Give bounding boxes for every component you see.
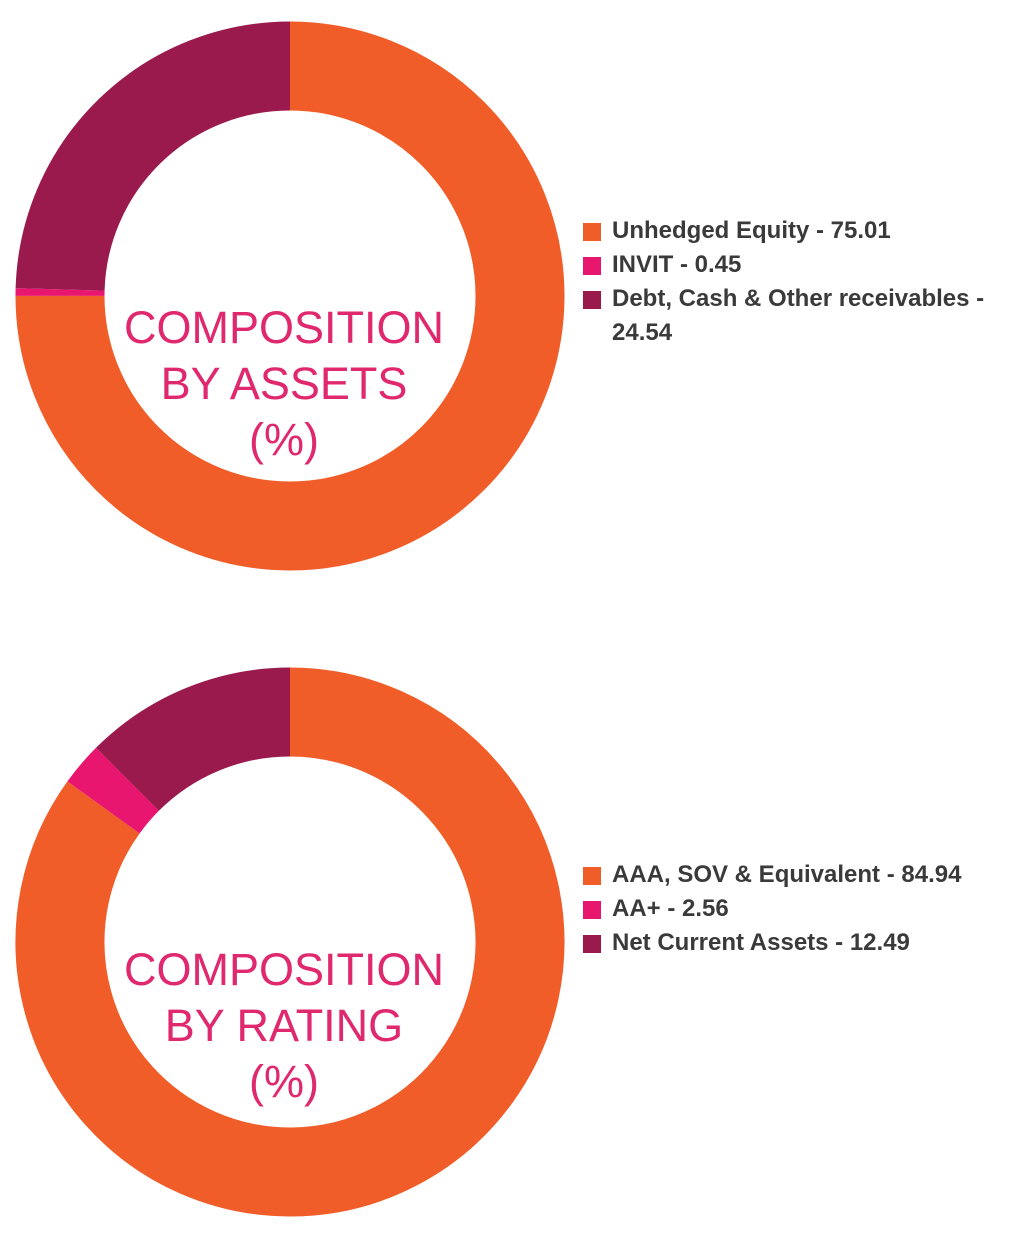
rating-legend: AAA, SOV & Equivalent - 84.94 AA+ - 2.56… — [583, 858, 1023, 960]
legend-swatch-aa-plus — [583, 901, 601, 919]
rating-title-line-2: BY RATING — [164, 1000, 404, 1051]
assets-center-title: COMPOSITION BY ASSETS (%) — [94, 300, 474, 468]
composition-by-assets-chart: COMPOSITION BY ASSETS (%) Unhedged Equit… — [0, 0, 1029, 620]
legend-label-invit: INVIT - 0.45 — [612, 251, 742, 278]
rating-title-line-3: (%) — [249, 1056, 319, 1107]
legend-item-invit: INVIT - 0.45 — [583, 248, 1023, 282]
assets-title-line-2: BY ASSETS — [160, 358, 408, 409]
legend-item-aaa-sov: AAA, SOV & Equivalent - 84.94 — [583, 858, 1023, 892]
legend-swatch-aaa-sov — [583, 867, 601, 885]
legend-swatch-unhedged-equity — [583, 223, 601, 241]
donut-slice-debt-cash — [15, 21, 291, 292]
donut-slice-unhedged-equity — [15, 21, 565, 571]
donut-slice-aaa-sov — [15, 667, 565, 1217]
legend-item-net-current-assets: Net Current Assets - 12.49 — [583, 926, 1023, 960]
assets-title-line-3: (%) — [249, 414, 319, 465]
donut-slice-net-current-assets — [96, 667, 292, 812]
assets-donut — [15, 21, 565, 571]
legend-label-unhedged-equity: Unhedged Equity - 75.01 — [612, 217, 891, 244]
assets-legend: Unhedged Equity - 75.01 INVIT - 0.45 Deb… — [583, 214, 1023, 350]
rating-donut — [15, 667, 565, 1217]
donut-slice-aa-plus — [67, 747, 160, 835]
legend-label-aa-plus: AA+ - 2.56 — [612, 895, 729, 922]
legend-item-debt-cash: Debt, Cash & Other receivables - 24.54 — [583, 282, 1023, 350]
rating-title-line-1: COMPOSITION — [123, 944, 444, 995]
assets-title-line-1: COMPOSITION — [123, 302, 444, 353]
legend-swatch-invit — [583, 257, 601, 275]
legend-item-aa-plus: AA+ - 2.56 — [583, 892, 1023, 926]
composition-by-rating-chart: COMPOSITION BY RATING (%) AAA, SOV & Equ… — [0, 620, 1029, 1251]
legend-swatch-net-current-assets — [583, 935, 601, 953]
legend-label-aaa-sov: AAA, SOV & Equivalent - 84.94 — [612, 861, 962, 888]
legend-label-net-current-assets: Net Current Assets - 12.49 — [612, 929, 910, 956]
rating-center-title: COMPOSITION BY RATING (%) — [94, 942, 474, 1110]
legend-label-debt-cash: Debt, Cash & Other receivables - 24.54 — [612, 285, 985, 346]
legend-item-unhedged-equity: Unhedged Equity - 75.01 — [583, 214, 1023, 248]
legend-swatch-debt-cash — [583, 291, 601, 309]
